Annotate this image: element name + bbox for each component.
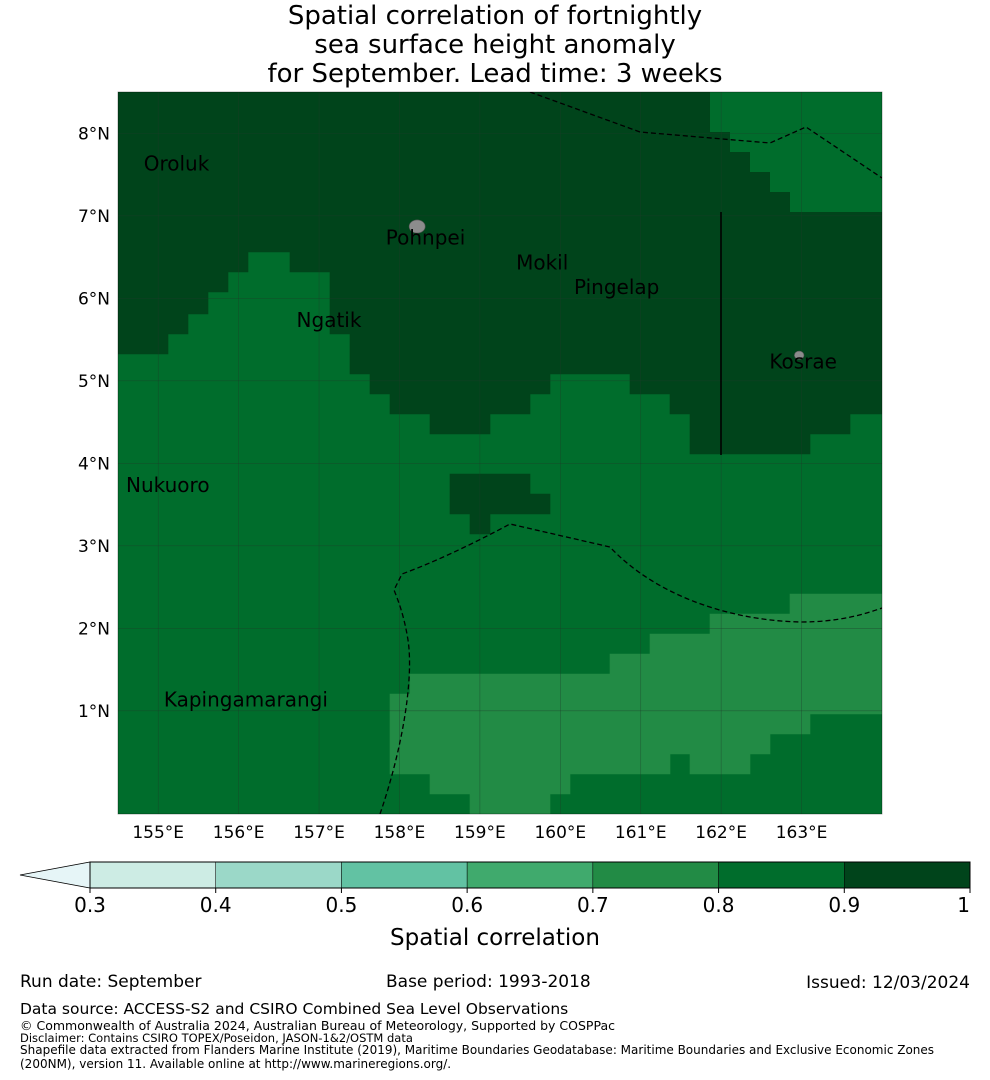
- colorbar-tick-label: 0.7: [577, 893, 609, 917]
- data-source: Data source: ACCESS-S2 and CSIRO Combine…: [20, 1000, 569, 1018]
- place-label-oroluk: Oroluk: [144, 151, 210, 175]
- colorbar-cell: [718, 861, 845, 889]
- island-pohnpei: [408, 219, 426, 234]
- latitude-tick-label: 1°N: [78, 702, 110, 722]
- latitude-tick-label: 5°N: [78, 372, 110, 392]
- region-0-9-to-1-patch: [449, 473, 551, 535]
- region-0-7-to-0-8: [389, 593, 882, 814]
- latitude-tick-label: 6°N: [78, 289, 110, 309]
- latitude-tick-label: 3°N: [78, 537, 110, 557]
- longitude-tick-label: 162°E: [695, 823, 747, 843]
- island-kosrae: [794, 350, 805, 360]
- place-label-mokil: Mokil: [516, 250, 568, 274]
- longitude-tick-label: 155°E: [132, 823, 184, 843]
- longitude-tick-labels: 155°E 156°E 157°E 158°E 159°E 160°E 161°E 162°E…: [132, 823, 827, 843]
- issued-date: Issued: 12/03/2024: [806, 973, 970, 993]
- place-label-nukuoro: Nukuoro: [126, 473, 210, 497]
- latitude-tick-labels: 8°N 7°N 6°N 5°N 4°N 3°N 2°N 1°N: [78, 124, 110, 722]
- run-date: Run date: September: [20, 972, 202, 992]
- colorbar-label: Spatial correlation: [390, 925, 600, 951]
- region-0-8-to-0-9-northeast: [710, 92, 882, 212]
- disclaimer: Disclaimer: Contains CSIRO TOPEX/Poseido…: [20, 1031, 413, 1045]
- longitude-tick-label: 159°E: [454, 823, 506, 843]
- place-label-kosrae: Kosrae: [769, 349, 837, 373]
- longitude-tick-label: 158°E: [374, 823, 426, 843]
- colorbar-cell: [215, 861, 342, 889]
- region-0-8-cell-a: [730, 794, 752, 814]
- place-label-pingelap: Pingelap: [574, 275, 659, 299]
- title-line-2: sea surface height anomaly: [314, 30, 676, 60]
- eez-boundaries: [379, 92, 882, 814]
- colorbar-cell: [844, 861, 971, 889]
- place-label-pohnpei: Pohnpei: [386, 226, 466, 250]
- place-label-kapingamarangi: Kapingamarangi: [164, 688, 328, 712]
- colorbar-cell: [341, 861, 468, 889]
- longitude-tick-label: 157°E: [293, 823, 345, 843]
- eez-boundary-south-arc: [379, 523, 882, 814]
- place-label-ngatik: Ngatik: [297, 308, 362, 332]
- colorbar-tick-label: 0.6: [451, 893, 483, 917]
- chart-title: Spatial correlation of fortnightly sea s…: [0, 2, 990, 89]
- colorbar-cell: [592, 861, 719, 889]
- base-period: Base period: 1993-2018: [386, 972, 591, 992]
- shapefile-credit-line-1: Shapefile data extracted from Flanders M…: [20, 1043, 935, 1057]
- colorbar-tick-label: 0.4: [200, 893, 232, 917]
- colorbar-extend-arrow: [19, 861, 91, 889]
- longitude-tick-label: 163°E: [776, 823, 828, 843]
- colorbar-cell: [89, 861, 216, 889]
- copyright-notice: © Commonwealth of Australia 2024, Austra…: [20, 1018, 615, 1033]
- colorbar-cell: [466, 861, 594, 889]
- map-frame: [117, 91, 883, 815]
- longitude-tick-label: 156°E: [213, 823, 265, 843]
- colorbar-tick-label: 0.8: [703, 893, 735, 917]
- latitude-tick-label: 7°N: [78, 207, 110, 227]
- latitude-tick-label: 4°N: [78, 454, 110, 474]
- islands: [408, 219, 805, 360]
- colorbar-tick-label: 0.3: [74, 893, 106, 917]
- colorbar: 0.3 0.4 0.5 0.6 0.7 0.8 0.9 1 Spatial correlati…: [19, 861, 971, 951]
- colorbar-tick-label: 0.9: [828, 893, 860, 917]
- colorbar-cells: [89, 861, 971, 889]
- title-line-1: Spatial correlation of fortnightly: [287, 1, 703, 31]
- latitude-tick-label: 2°N: [78, 619, 110, 639]
- graticule: [118, 92, 882, 814]
- colorbar-tick-label: 1: [957, 893, 970, 917]
- longitude-tick-label: 160°E: [534, 823, 586, 843]
- colorbar-outline: [89, 861, 971, 889]
- longitude-tick-label: 161°E: [615, 823, 667, 843]
- region-0-8-cell-b: [770, 794, 792, 814]
- shapefile-credit-line-2: (200NM), version 11. Available online at…: [20, 1057, 452, 1071]
- colorbar-tick-labels: 0.3 0.4 0.5 0.6 0.7 0.8 0.9 1: [74, 888, 971, 917]
- title-line-3: for September. Lead time: 3 weeks: [267, 59, 723, 89]
- latitude-tick-label: 8°N: [78, 124, 110, 144]
- colorbar-tick-label: 0.5: [326, 893, 358, 917]
